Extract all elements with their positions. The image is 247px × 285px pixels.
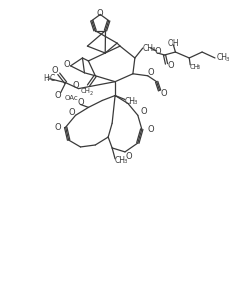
Text: H: H	[43, 74, 49, 83]
Text: 3: 3	[133, 100, 137, 105]
Text: CH: CH	[125, 97, 136, 106]
Text: O: O	[54, 91, 61, 100]
Text: O: O	[147, 125, 154, 134]
Text: CH: CH	[115, 156, 126, 165]
Text: CH: CH	[81, 87, 90, 93]
Text: 3: 3	[124, 160, 127, 164]
Text: CH: CH	[143, 44, 154, 52]
Text: C: C	[50, 74, 55, 83]
Text: O: O	[126, 152, 132, 161]
Text: O: O	[68, 108, 75, 117]
Text: 3: 3	[225, 57, 229, 62]
Text: O: O	[167, 61, 174, 70]
Text: O: O	[97, 9, 103, 18]
Text: OH: OH	[168, 39, 179, 48]
Text: CH: CH	[217, 54, 228, 62]
Text: OAc: OAc	[65, 95, 79, 101]
Text: O: O	[160, 89, 167, 98]
Text: O: O	[54, 123, 61, 132]
Text: 3: 3	[151, 47, 155, 52]
Text: 3: 3	[47, 76, 50, 81]
Text: O: O	[141, 107, 147, 116]
Text: O: O	[51, 66, 58, 75]
Text: O: O	[72, 81, 79, 90]
Text: O: O	[77, 98, 84, 107]
Text: O: O	[63, 60, 70, 69]
Text: 3: 3	[196, 65, 199, 70]
Text: CH: CH	[189, 64, 199, 70]
Text: O: O	[147, 68, 154, 77]
Text: 2: 2	[89, 91, 93, 96]
Text: O: O	[154, 46, 161, 56]
